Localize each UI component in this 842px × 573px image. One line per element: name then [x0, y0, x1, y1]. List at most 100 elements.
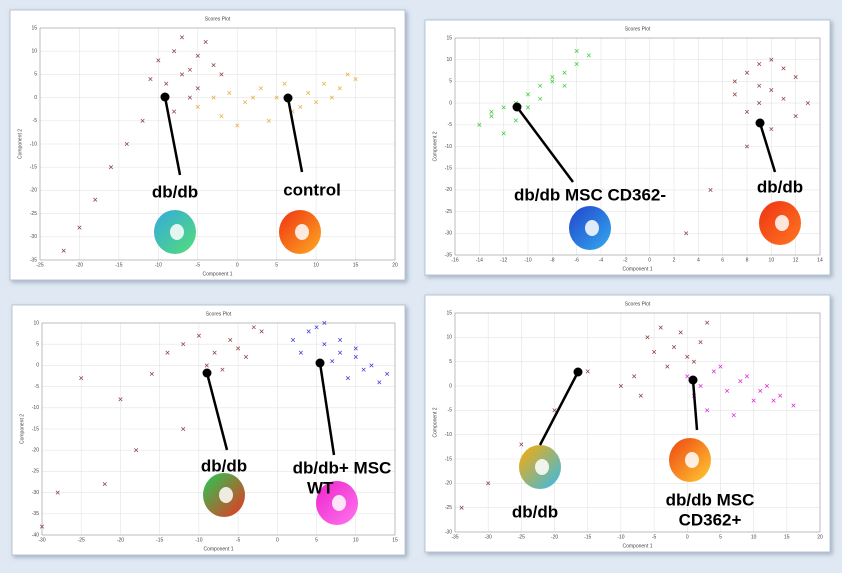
y-tick-label: -5 [448, 408, 453, 414]
y-tick-label: 0 [449, 383, 452, 389]
annotation-label: CD362+ [679, 510, 742, 529]
x-tick-label: -5 [652, 534, 657, 540]
heart-lumen [535, 459, 549, 475]
annotation-label: db/db MSC CD362- [514, 185, 666, 204]
x-tick-label: -12 [500, 257, 507, 263]
y-tick-label: -15 [445, 456, 452, 462]
panel-background [10, 10, 405, 280]
x-tick-label: -5 [236, 537, 241, 543]
y-tick-label: -30 [32, 490, 39, 496]
x-tick-label: 10 [353, 537, 359, 543]
x-tick-label: -20 [551, 534, 558, 540]
annotation-dot [756, 119, 765, 128]
y-tick-label: -15 [32, 426, 39, 432]
annotation-label: db/db [152, 182, 198, 201]
chart-title: Scores Plot [205, 16, 231, 22]
x-tick-label: -10 [155, 262, 162, 268]
y-tick-label: 10 [33, 320, 39, 326]
y-tick-label: -20 [30, 188, 37, 194]
y-tick-label: 10 [31, 49, 37, 55]
y-tick-label: 10 [446, 57, 452, 63]
panel-background [425, 295, 830, 552]
y-tick-label: -35 [445, 252, 452, 258]
x-tick-label: 10 [769, 257, 775, 263]
y-tick-label: 5 [36, 342, 39, 348]
x-tick-label: 20 [392, 262, 398, 268]
chart-panel: Scores PlotComponent 1Component 2-35-30-… [425, 295, 830, 552]
x-tick-label: 10 [751, 534, 757, 540]
y-tick-label: -35 [30, 257, 37, 263]
y-tick-label: -10 [32, 405, 39, 411]
y-tick-label: 0 [34, 95, 37, 101]
y-tick-label: 5 [449, 79, 452, 85]
x-tick-label: -10 [617, 534, 624, 540]
x-tick-label: 2 [673, 257, 676, 263]
y-tick-label: -20 [445, 187, 452, 193]
chart-panel: Scores PlotComponent 1Component 2-30-25-… [12, 305, 405, 555]
x-tick-label: -20 [117, 537, 124, 543]
annotation-label: db/db+ MSC [293, 458, 392, 477]
x-tick-label: -5 [196, 262, 201, 268]
x-tick-label: -14 [476, 257, 483, 263]
x-tick-label: -16 [451, 257, 458, 263]
x-tick-label: -25 [518, 534, 525, 540]
x-tick-label: -2 [623, 257, 628, 263]
x-tick-label: 4 [697, 257, 700, 263]
x-axis-label: Component 1 [203, 546, 233, 552]
annotation-dot [574, 368, 583, 377]
annotation-label: WT [307, 478, 334, 497]
x-tick-label: -6 [574, 257, 579, 263]
y-tick-label: 15 [31, 25, 37, 31]
chart-title: Scores Plot [625, 26, 651, 32]
annotation-dot [316, 359, 325, 368]
annotation-label: db/db [757, 177, 803, 196]
y-tick-label: -30 [445, 529, 452, 535]
y-tick-label: 15 [446, 310, 452, 316]
x-tick-label: -8 [550, 257, 555, 263]
y-tick-label: -5 [448, 122, 453, 128]
y-tick-label: 5 [449, 359, 452, 365]
chart-title: Scores Plot [206, 311, 232, 317]
annotation-label: control [283, 180, 341, 199]
x-tick-label: 5 [719, 534, 722, 540]
y-tick-label: -40 [32, 532, 39, 538]
heart-lumen [332, 495, 346, 511]
x-tick-label: -30 [485, 534, 492, 540]
heart-lumen [685, 452, 699, 468]
annotation-dot [161, 93, 170, 102]
x-tick-label: 0 [236, 262, 239, 268]
y-tick-label: -25 [30, 211, 37, 217]
x-tick-label: 20 [817, 534, 823, 540]
x-tick-label: 5 [275, 262, 278, 268]
y-tick-label: -10 [445, 432, 452, 438]
x-tick-label: -30 [38, 537, 45, 543]
y-tick-label: -25 [445, 505, 452, 511]
y-tick-label: -15 [30, 165, 37, 171]
chart-title: Scores Plot [625, 301, 651, 307]
x-tick-label: -35 [451, 534, 458, 540]
x-tick-label: -15 [115, 262, 122, 268]
y-tick-label: 0 [449, 100, 452, 106]
y-tick-label: -5 [33, 118, 38, 124]
x-tick-label: -10 [195, 537, 202, 543]
x-tick-label: 8 [746, 257, 749, 263]
y-tick-label: -35 [32, 511, 39, 517]
page: Scores PlotComponent 1Component 2-25-20-… [0, 0, 842, 568]
x-tick-label: 5 [315, 537, 318, 543]
x-tick-label: 14 [817, 257, 823, 263]
x-tick-label: 12 [793, 257, 799, 263]
y-axis-label: Component 2 [17, 129, 23, 159]
heart-lumen [219, 487, 233, 503]
y-tick-label: -25 [445, 209, 452, 215]
x-tick-label: -25 [36, 262, 43, 268]
y-axis-label: Component 2 [19, 414, 25, 444]
figure: Scores PlotComponent 1Component 2-25-20-… [0, 0, 842, 568]
heart-lumen [170, 224, 184, 240]
x-tick-label: 15 [784, 534, 790, 540]
y-tick-label: -30 [445, 231, 452, 237]
annotation-dot [689, 376, 698, 385]
x-tick-label: 0 [686, 534, 689, 540]
x-axis-label: Component 1 [622, 266, 652, 272]
chart-panel: Scores PlotComponent 1Component 2-16-14-… [425, 20, 830, 275]
x-tick-label: -15 [156, 537, 163, 543]
